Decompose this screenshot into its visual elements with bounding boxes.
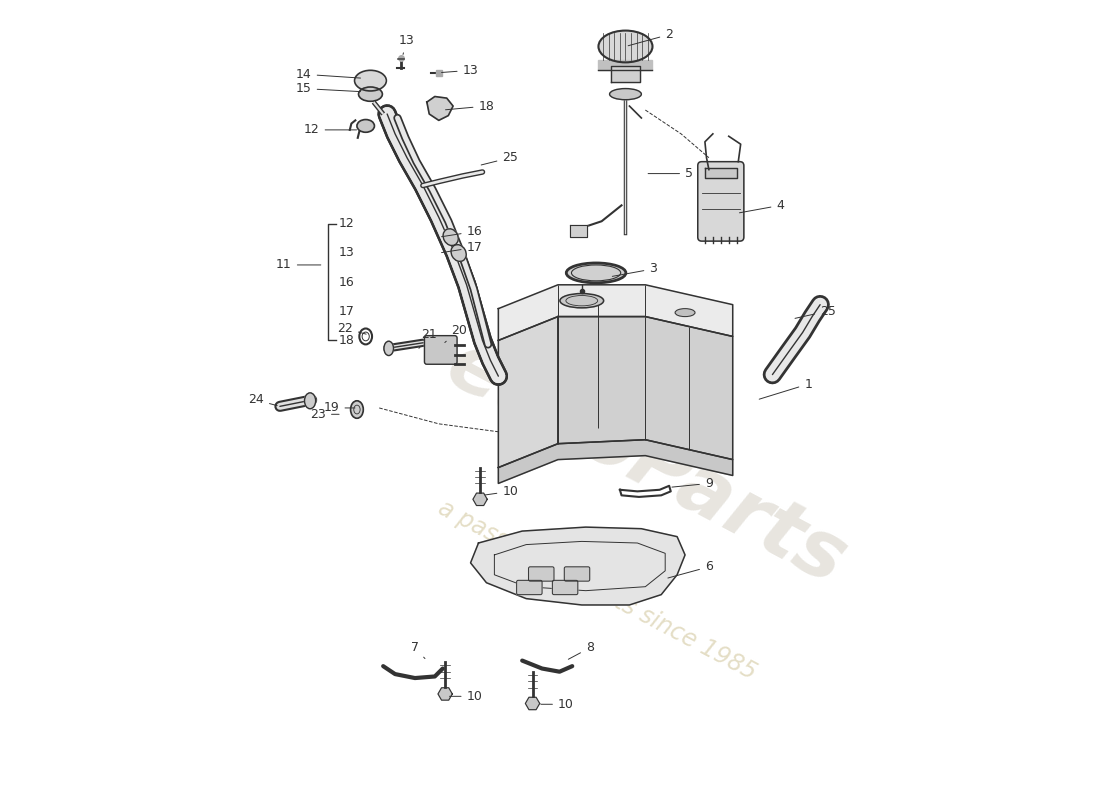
Text: 2: 2 — [628, 28, 673, 46]
Ellipse shape — [358, 119, 374, 132]
Text: 12: 12 — [339, 217, 354, 230]
Ellipse shape — [359, 87, 383, 102]
Ellipse shape — [675, 309, 695, 317]
Text: 3: 3 — [613, 262, 657, 276]
Text: 16: 16 — [441, 225, 482, 238]
FancyBboxPatch shape — [564, 567, 590, 581]
Text: 10: 10 — [541, 698, 574, 710]
Text: a passion for parts since 1985: a passion for parts since 1985 — [434, 496, 761, 685]
Ellipse shape — [384, 342, 394, 355]
Text: 7: 7 — [411, 642, 425, 658]
Text: 1: 1 — [759, 378, 812, 399]
Text: 6: 6 — [668, 560, 713, 578]
Text: 17: 17 — [339, 305, 354, 318]
Text: 8: 8 — [569, 642, 594, 659]
Polygon shape — [498, 317, 558, 467]
Text: 11: 11 — [276, 258, 321, 271]
Text: 23: 23 — [310, 408, 339, 421]
FancyBboxPatch shape — [528, 567, 554, 581]
Text: 17: 17 — [441, 241, 483, 254]
Text: 4: 4 — [739, 199, 784, 213]
Text: 15: 15 — [296, 82, 361, 95]
Ellipse shape — [364, 72, 384, 90]
Text: 5: 5 — [648, 167, 693, 180]
Text: 16: 16 — [339, 275, 354, 289]
Text: euroParts: euroParts — [432, 326, 858, 602]
Text: 24: 24 — [249, 394, 277, 406]
Ellipse shape — [305, 393, 316, 409]
Polygon shape — [612, 66, 640, 82]
Text: 22: 22 — [338, 322, 366, 335]
FancyBboxPatch shape — [552, 580, 578, 594]
Text: 18: 18 — [339, 334, 354, 347]
Text: 13: 13 — [399, 34, 415, 54]
Polygon shape — [473, 493, 487, 506]
Ellipse shape — [609, 89, 641, 100]
Polygon shape — [558, 317, 733, 459]
Polygon shape — [427, 97, 453, 120]
Text: 21: 21 — [419, 328, 437, 348]
Text: 10: 10 — [450, 690, 483, 703]
Polygon shape — [498, 440, 733, 483]
Polygon shape — [471, 527, 685, 605]
Ellipse shape — [362, 72, 383, 90]
Text: 12: 12 — [304, 123, 356, 136]
Polygon shape — [438, 688, 452, 700]
Text: 19: 19 — [323, 402, 355, 414]
Ellipse shape — [356, 72, 378, 90]
Text: 10: 10 — [485, 485, 518, 498]
Text: 13: 13 — [339, 246, 354, 259]
Text: 14: 14 — [296, 68, 361, 81]
Text: 25: 25 — [795, 305, 836, 318]
Ellipse shape — [598, 30, 652, 62]
Ellipse shape — [359, 72, 381, 90]
Text: 18: 18 — [446, 99, 494, 113]
FancyBboxPatch shape — [517, 580, 542, 594]
FancyBboxPatch shape — [697, 162, 744, 241]
Polygon shape — [526, 698, 540, 710]
Ellipse shape — [560, 294, 604, 308]
Ellipse shape — [451, 245, 466, 262]
Polygon shape — [598, 60, 652, 70]
Text: 13: 13 — [441, 64, 478, 77]
Text: 20: 20 — [444, 323, 466, 342]
Text: 9: 9 — [672, 477, 713, 490]
Polygon shape — [705, 168, 737, 178]
Ellipse shape — [351, 401, 363, 418]
Text: 25: 25 — [481, 151, 518, 165]
FancyBboxPatch shape — [425, 336, 458, 364]
Ellipse shape — [566, 263, 626, 283]
Polygon shape — [570, 226, 587, 237]
Polygon shape — [498, 285, 733, 341]
Ellipse shape — [443, 229, 459, 246]
